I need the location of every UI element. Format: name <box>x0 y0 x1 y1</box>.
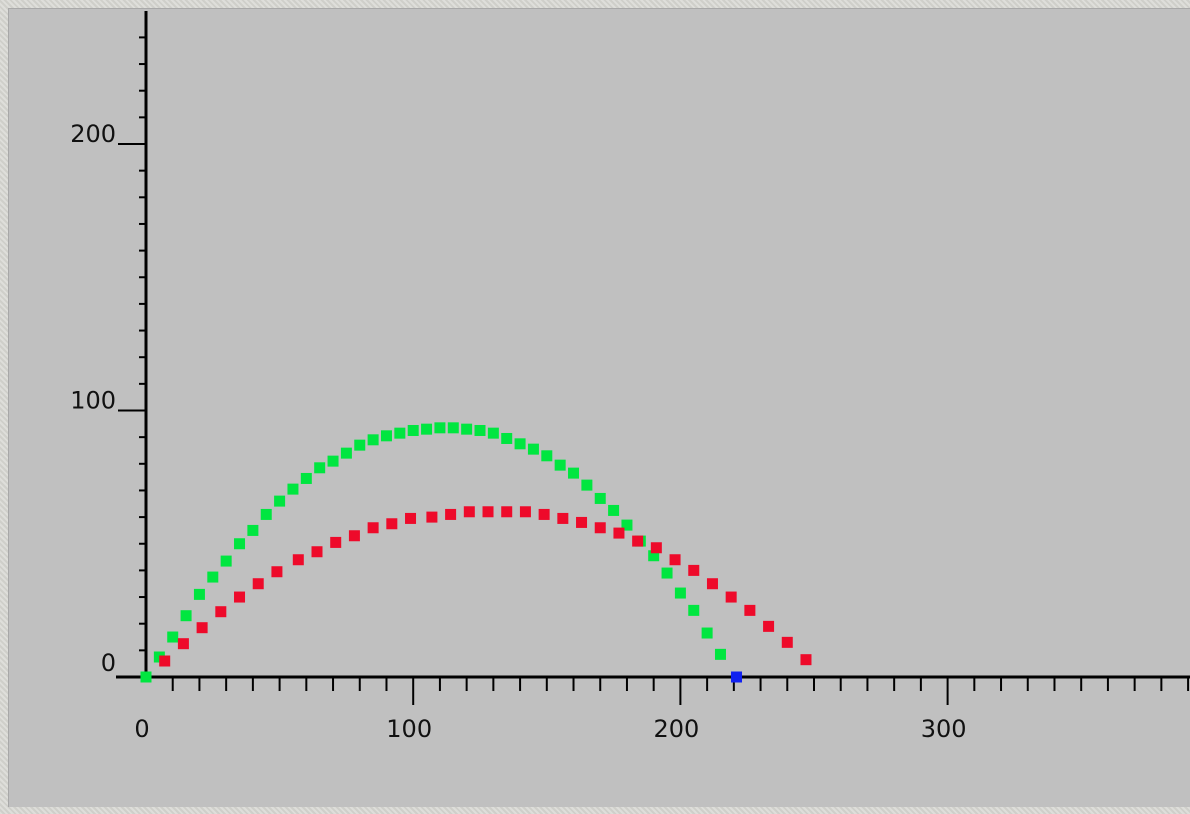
data-point <box>367 434 379 446</box>
trajectory-chart: 0 100 200 0 100 200 300 <box>70 11 1190 743</box>
data-point <box>527 443 539 455</box>
data-point <box>463 506 475 518</box>
data-point <box>405 512 417 524</box>
y-tick-label: 200 <box>70 120 116 148</box>
data-point <box>167 631 179 643</box>
data-point <box>340 447 352 459</box>
data-point <box>541 450 553 462</box>
data-point <box>557 512 569 524</box>
data-point <box>538 508 550 520</box>
data-points <box>140 422 812 683</box>
data-point <box>482 506 494 518</box>
data-point <box>661 567 673 579</box>
data-point <box>180 610 192 622</box>
data-point <box>426 511 438 523</box>
x-tick-label: 300 <box>921 715 967 743</box>
data-point <box>648 550 660 562</box>
x-tick-label: 0 <box>134 715 149 743</box>
data-point <box>327 455 339 467</box>
data-point <box>514 438 526 450</box>
data-point <box>731 671 743 683</box>
data-point <box>445 508 457 520</box>
data-point <box>311 546 323 558</box>
data-point <box>650 542 662 554</box>
data-point <box>714 648 726 660</box>
data-point <box>215 606 227 618</box>
data-point <box>421 423 433 435</box>
data-point <box>386 518 398 530</box>
data-point <box>725 591 737 603</box>
data-point <box>234 591 246 603</box>
data-point <box>140 671 152 683</box>
tick-labels: 0 100 200 0 100 200 300 <box>70 120 966 743</box>
data-point <box>706 578 718 590</box>
data-point <box>193 588 205 600</box>
data-point <box>554 459 566 471</box>
data-point <box>300 472 312 484</box>
data-point <box>474 424 486 436</box>
data-point <box>763 620 775 632</box>
x-tick-label: 100 <box>386 715 432 743</box>
data-point <box>348 530 360 542</box>
data-point <box>314 462 326 474</box>
data-point <box>394 427 406 439</box>
data-point <box>207 571 219 583</box>
y-tick-label: 100 <box>70 387 116 415</box>
data-point <box>621 519 633 531</box>
data-point <box>744 604 756 616</box>
data-point <box>196 622 208 634</box>
data-point <box>594 492 606 504</box>
data-point <box>407 424 419 436</box>
data-point <box>159 655 171 667</box>
data-point <box>252 578 264 590</box>
data-point <box>613 527 625 539</box>
data-point <box>632 535 644 547</box>
data-point <box>688 604 700 616</box>
data-point <box>674 587 686 599</box>
data-point <box>271 566 283 578</box>
data-point <box>501 432 513 444</box>
data-point <box>247 524 259 536</box>
data-point <box>688 564 700 576</box>
data-point <box>581 479 593 491</box>
data-point <box>354 439 366 451</box>
data-point <box>568 467 580 479</box>
data-point <box>701 627 713 639</box>
data-point <box>434 422 446 434</box>
data-point <box>220 555 232 567</box>
data-point <box>177 638 189 650</box>
data-point <box>292 554 304 566</box>
data-point <box>274 495 286 507</box>
data-point <box>287 483 299 495</box>
ticks <box>118 36 1190 705</box>
data-point <box>367 522 379 534</box>
y-tick-label: 0 <box>101 649 116 677</box>
data-point <box>461 423 473 435</box>
data-point <box>501 506 513 518</box>
plot-panel: 0 100 200 0 100 200 300 <box>8 8 1190 807</box>
data-point <box>380 430 392 442</box>
data-point <box>234 538 246 550</box>
data-point <box>519 506 531 518</box>
x-tick-label: 200 <box>653 715 699 743</box>
data-point <box>487 427 499 439</box>
data-point <box>576 516 588 528</box>
data-point <box>781 636 793 648</box>
data-point <box>447 422 459 434</box>
data-point <box>608 504 620 516</box>
data-point <box>800 654 812 666</box>
data-point <box>669 554 681 566</box>
data-point <box>330 536 342 548</box>
data-point <box>260 508 272 520</box>
data-point <box>594 522 606 534</box>
